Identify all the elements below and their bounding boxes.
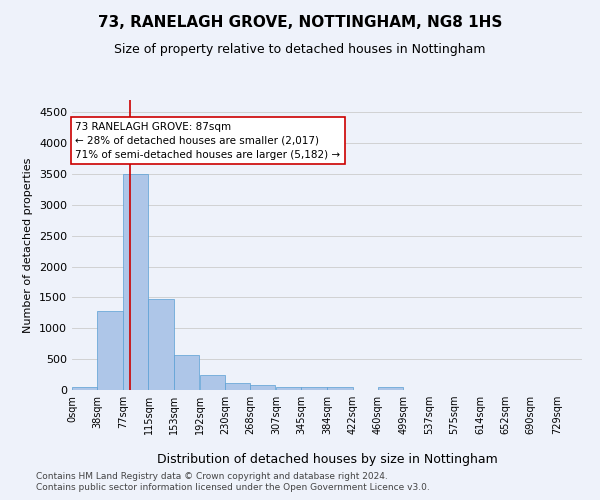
Bar xyxy=(148,298,174,390)
Y-axis label: Number of detached properties: Number of detached properties xyxy=(23,158,34,332)
Bar xyxy=(97,311,122,390)
Text: Distribution of detached houses by size in Nottingham: Distribution of detached houses by size … xyxy=(157,452,497,466)
Bar xyxy=(250,385,275,390)
Text: Contains HM Land Registry data © Crown copyright and database right 2024.: Contains HM Land Registry data © Crown c… xyxy=(36,472,388,481)
Text: 73 RANELAGH GROVE: 87sqm
← 28% of detached houses are smaller (2,017)
71% of sem: 73 RANELAGH GROVE: 87sqm ← 28% of detach… xyxy=(76,122,340,160)
Bar xyxy=(174,355,199,390)
Bar xyxy=(72,387,97,390)
Text: Contains public sector information licensed under the Open Government Licence v3: Contains public sector information licen… xyxy=(36,484,430,492)
Bar xyxy=(225,383,250,390)
Text: Size of property relative to detached houses in Nottingham: Size of property relative to detached ho… xyxy=(114,42,486,56)
Bar xyxy=(123,174,148,390)
Bar xyxy=(276,387,301,390)
Bar xyxy=(301,387,326,390)
Bar xyxy=(378,387,403,390)
Bar xyxy=(328,387,353,390)
Text: 73, RANELAGH GROVE, NOTTINGHAM, NG8 1HS: 73, RANELAGH GROVE, NOTTINGHAM, NG8 1HS xyxy=(98,15,502,30)
Bar xyxy=(200,375,225,390)
